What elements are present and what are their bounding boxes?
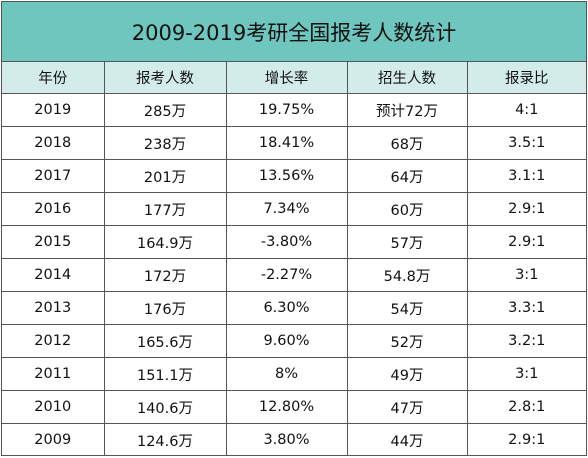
header-row: 年份 报考人数 增长率 招生人数 报录比 <box>2 62 586 94</box>
cell-applicants: 140.6万 <box>103 390 227 424</box>
table-row: 2019 285万 19.75% 预计72万 4:1 <box>2 93 586 127</box>
cell-applicants: 238万 <box>103 126 227 160</box>
cell-ratio: 3:1 <box>466 357 586 391</box>
cell-enrollment: 54万 <box>346 291 468 325</box>
cell-applicants: 164.9万 <box>103 225 227 259</box>
cell-applicants: 285万 <box>103 93 227 127</box>
table-row: 2016 177万 7.34% 60万 2.9:1 <box>2 192 586 226</box>
cell-enrollment: 60万 <box>346 192 468 226</box>
cell-year: 2010 <box>2 390 105 424</box>
cell-applicants: 176万 <box>103 291 227 325</box>
cell-year: 2011 <box>2 357 105 391</box>
cell-growth-rate: -2.27% <box>225 258 348 292</box>
cell-growth-rate: 7.34% <box>225 192 348 226</box>
cell-growth-rate: 12.80% <box>225 390 348 424</box>
table-title: 2009-2019考研全国报考人数统计 <box>2 2 586 62</box>
cell-growth-rate: 6.30% <box>225 291 348 325</box>
header-year: 年份 <box>2 62 105 94</box>
cell-applicants: 165.6万 <box>103 324 227 358</box>
header-applicants: 报考人数 <box>103 62 227 94</box>
cell-applicants: 124.6万 <box>103 423 227 456</box>
table-row: 2010 140.6万 12.80% 47万 2.8:1 <box>2 390 586 424</box>
cell-year: 2016 <box>2 192 105 226</box>
cell-ratio: 3.5:1 <box>466 126 586 160</box>
header-ratio: 报录比 <box>466 62 586 94</box>
table-body: 2019 285万 19.75% 预计72万 4:1 2018 238万 18.41% 68万 3… <box>2 93 586 456</box>
cell-ratio: 3.2:1 <box>466 324 586 358</box>
cell-applicants: 151.1万 <box>103 357 227 391</box>
table-row: 2018 238万 18.41% 68万 3.5:1 <box>2 126 586 160</box>
table-row: 2012 165.6万 9.60% 52万 3.2:1 <box>2 324 586 358</box>
cell-year: 2019 <box>2 93 105 127</box>
cell-growth-rate: 3.80% <box>225 423 348 456</box>
cell-applicants: 177万 <box>103 192 227 226</box>
cell-ratio: 3:1 <box>466 258 586 292</box>
table-row: 2015 164.9万 -3.80% 57万 2.9:1 <box>2 225 586 259</box>
cell-growth-rate: 8% <box>225 357 348 391</box>
cell-enrollment: 47万 <box>346 390 468 424</box>
cell-year: 2018 <box>2 126 105 160</box>
cell-growth-rate: 9.60% <box>225 324 348 358</box>
cell-enrollment: 57万 <box>346 225 468 259</box>
cell-growth-rate: 18.41% <box>225 126 348 160</box>
cell-enrollment: 52万 <box>346 324 468 358</box>
cell-enrollment: 49万 <box>346 357 468 391</box>
cell-enrollment: 68万 <box>346 126 468 160</box>
cell-applicants: 201万 <box>103 159 227 193</box>
cell-year: 2012 <box>2 324 105 358</box>
cell-growth-rate: 19.75% <box>225 93 348 127</box>
cell-ratio: 2.8:1 <box>466 390 586 424</box>
cell-growth-rate: -3.80% <box>225 225 348 259</box>
cell-enrollment: 44万 <box>346 423 468 456</box>
stats-table: 年份 报考人数 增长率 招生人数 报录比 2019 285万 19.75% 预计72万… <box>2 62 586 456</box>
cell-year: 2015 <box>2 225 105 259</box>
cell-enrollment: 64万 <box>346 159 468 193</box>
cell-enrollment: 54.8万 <box>346 258 468 292</box>
cell-ratio: 2.9:1 <box>466 423 586 456</box>
cell-ratio: 2.9:1 <box>466 192 586 226</box>
cell-ratio: 2.9:1 <box>466 225 586 259</box>
table-row: 2011 151.1万 8% 49万 3:1 <box>2 357 586 391</box>
cell-enrollment: 预计72万 <box>346 93 468 127</box>
cell-ratio: 3.1:1 <box>466 159 586 193</box>
cell-year: 2013 <box>2 291 105 325</box>
cell-year: 2009 <box>2 423 105 456</box>
header-enrollment: 招生人数 <box>346 62 468 94</box>
cell-ratio: 4:1 <box>466 93 586 127</box>
cell-growth-rate: 13.56% <box>225 159 348 193</box>
cell-ratio: 3.3:1 <box>466 291 586 325</box>
table-row: 2014 172万 -2.27% 54.8万 3:1 <box>2 258 586 292</box>
cell-applicants: 172万 <box>103 258 227 292</box>
table-row: 2013 176万 6.30% 54万 3.3:1 <box>2 291 586 325</box>
cell-year: 2017 <box>2 159 105 193</box>
table-row: 2009 124.6万 3.80% 44万 2.9:1 <box>2 423 586 456</box>
table-row: 2017 201万 13.56% 64万 3.1:1 <box>2 159 586 193</box>
cell-year: 2014 <box>2 258 105 292</box>
header-growth-rate: 增长率 <box>225 62 348 94</box>
